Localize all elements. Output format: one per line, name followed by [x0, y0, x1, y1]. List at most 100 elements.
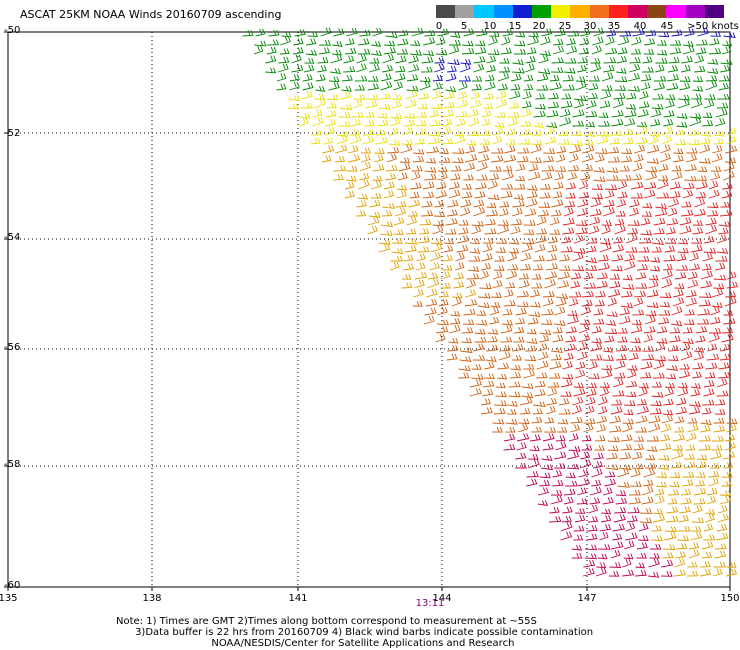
wind-barb: [628, 352, 639, 361]
wind-barb: [679, 506, 691, 514]
wind-barb: [489, 166, 502, 172]
wind-barb: [666, 365, 679, 371]
wind-barb: [597, 406, 608, 415]
wind-barb: [587, 516, 599, 523]
wind-barb: [648, 274, 659, 281]
legend-swatch-11: [647, 5, 667, 18]
wind-barb: [568, 153, 579, 163]
wind-barb: [700, 270, 713, 280]
wind-barb: [494, 122, 505, 128]
wind-barb: [560, 391, 572, 397]
wind-barb: [638, 101, 650, 109]
wind-barb: [701, 551, 713, 559]
wind-barb: [662, 544, 676, 551]
wind-barb: [361, 147, 371, 154]
wind-barb: [372, 27, 383, 37]
wind-barb: [440, 138, 454, 145]
wind-barb: [503, 433, 516, 442]
wind-barb: [552, 479, 564, 487]
wind-barb: [597, 544, 611, 550]
wind-barb: [583, 139, 594, 145]
wind-barb: [607, 289, 621, 298]
wind-barb: [536, 360, 549, 370]
wind-barb: [633, 436, 645, 442]
wind-barb: [520, 252, 532, 262]
wind-barb: [538, 343, 548, 352]
wind-barb: [676, 113, 688, 119]
wind-barb: [576, 487, 587, 496]
wind-barb: [551, 347, 563, 353]
wind-barb: [653, 372, 665, 379]
wind-barb: [578, 191, 590, 199]
wind-barb: [700, 137, 711, 145]
wind-barb: [575, 76, 586, 82]
wind-barb: [725, 145, 738, 154]
wind-barb: [580, 306, 591, 316]
wind-barb: [344, 190, 355, 199]
wind-barb: [680, 209, 694, 217]
wind-barb: [698, 158, 711, 164]
lon-label-138: 138: [142, 593, 162, 604]
wind-barb: [446, 209, 458, 217]
wind-barb: [681, 343, 691, 352]
legend-swatch-2: [474, 5, 494, 18]
wind-barb: [369, 64, 380, 73]
wind-barb: [443, 245, 454, 253]
wind-barb: [573, 234, 584, 244]
wind-barb: [511, 354, 522, 361]
wind-barb: [539, 480, 550, 487]
wind-barb: [454, 262, 465, 271]
wind-barb: [534, 103, 546, 110]
wind-barb: [495, 99, 507, 109]
wind-barb: [328, 76, 340, 83]
wind-barb: [508, 381, 521, 388]
wind-barb: [496, 90, 507, 100]
wind-barb: [443, 101, 455, 109]
wind-barb: [545, 406, 556, 415]
wind-barb: [481, 398, 491, 406]
wind-barb: [566, 38, 576, 46]
wind-barb: [529, 434, 541, 442]
wind-barb: [597, 553, 608, 560]
wind-barb: [659, 443, 672, 451]
wind-barb: [610, 541, 624, 550]
wind-barb: [622, 284, 635, 290]
wind-barb: [351, 119, 362, 127]
legend-label-4: 20: [532, 21, 546, 32]
wind-barb: [663, 263, 673, 271]
wind-barb: [585, 257, 598, 264]
wind-barb: [607, 156, 620, 163]
wind-barb: [565, 472, 576, 479]
wind-barb: [605, 36, 615, 46]
wind-barb: [637, 264, 648, 271]
wind-barb: [453, 135, 466, 145]
wind-barb: [343, 55, 355, 64]
wind-barb: [450, 165, 462, 172]
wind-barb: [584, 544, 598, 551]
wind-barb: [526, 328, 537, 335]
wind-barb: [507, 118, 518, 127]
wind-barb: [552, 182, 564, 190]
wind-barb: [698, 299, 711, 307]
wind-barb: [627, 85, 641, 92]
wind-barb: [409, 191, 420, 199]
wind-barb: [617, 468, 630, 478]
wind-barb: [450, 310, 461, 317]
wind-barb: [491, 147, 504, 154]
wind-barb: [713, 561, 726, 568]
legend-swatch-1: [455, 5, 475, 18]
wind-barb: [385, 173, 397, 181]
wind-barb: [664, 526, 677, 533]
wind-barb: [700, 280, 713, 289]
wind-barb: [557, 271, 571, 280]
wind-barb: [674, 558, 686, 568]
wind-barb: [663, 119, 674, 127]
wind-barb: [555, 298, 567, 307]
wind-barb: [694, 55, 705, 64]
wind-barb: [537, 487, 549, 496]
wind-barb: [557, 130, 569, 137]
wind-barb: [380, 221, 394, 228]
wind-barb: [685, 297, 698, 307]
wind-barb: [359, 172, 370, 181]
wind-barb: [653, 228, 665, 235]
